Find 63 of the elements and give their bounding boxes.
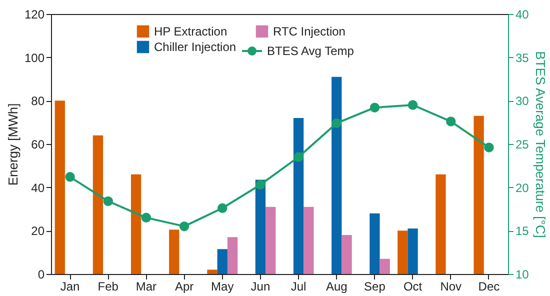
bar bbox=[304, 206, 314, 274]
bar bbox=[370, 213, 380, 274]
bar bbox=[255, 180, 266, 274]
y2-tick-label: 35 bbox=[516, 50, 530, 65]
y-tick-label: 80 bbox=[31, 94, 45, 108]
x-tick-label: Aug bbox=[326, 280, 348, 294]
bar bbox=[342, 235, 352, 274]
x-tick-label: Apr bbox=[174, 280, 194, 294]
y2-tick-label: 30 bbox=[516, 94, 530, 108]
x-tick-label: Oct bbox=[403, 280, 423, 294]
bar bbox=[408, 228, 418, 274]
bar bbox=[92, 135, 104, 274]
bar bbox=[332, 76, 342, 274]
y-tick-label: 0 bbox=[38, 268, 45, 282]
point bbox=[408, 100, 418, 110]
point bbox=[332, 118, 342, 128]
point bbox=[141, 212, 152, 223]
point bbox=[256, 180, 266, 190]
legend-label: HP Extraction bbox=[154, 24, 228, 38]
x-tick-label: Jun bbox=[250, 280, 270, 294]
legend-label: BTES Avg Temp bbox=[267, 44, 354, 58]
point bbox=[484, 142, 494, 152]
bar bbox=[380, 258, 390, 274]
bar bbox=[293, 118, 304, 274]
y-tick-label: 100 bbox=[24, 50, 45, 65]
x-tick-label: Sep bbox=[364, 280, 386, 294]
bar bbox=[398, 230, 408, 274]
point bbox=[370, 102, 380, 112]
y-tick-label: 20 bbox=[31, 224, 45, 238]
point bbox=[294, 152, 304, 162]
bar bbox=[54, 100, 65, 274]
x-tick-label: Jan bbox=[60, 280, 80, 294]
x-tick-label: May bbox=[211, 280, 234, 294]
bar bbox=[130, 174, 142, 274]
legend-label: Chiller Injection bbox=[154, 40, 236, 54]
point bbox=[446, 116, 456, 126]
y2-tick-label: 15 bbox=[516, 224, 530, 238]
x-tick-label: Nov bbox=[440, 280, 462, 294]
point bbox=[65, 172, 75, 182]
point bbox=[218, 203, 228, 213]
legend-label: RTC Injection bbox=[273, 24, 346, 38]
bar bbox=[169, 230, 180, 274]
bar bbox=[474, 116, 484, 274]
x-tick-label: Feb bbox=[98, 280, 119, 294]
bar bbox=[266, 206, 276, 274]
y-axis-title: Energy [MWh] bbox=[5, 103, 20, 186]
y-tick-label: 120 bbox=[24, 8, 45, 22]
x-tick-label: Dec bbox=[478, 280, 500, 294]
y2-tick-label: 10 bbox=[516, 268, 530, 282]
bar bbox=[217, 249, 228, 274]
y-tick-label: 40 bbox=[31, 180, 45, 195]
bar bbox=[436, 174, 446, 274]
y2-tick-label: 40 bbox=[516, 8, 530, 22]
y2-axis-title: BTES Average Temperature [°C] bbox=[532, 51, 548, 238]
y2-tick-label: 25 bbox=[516, 138, 530, 152]
x-tick-label: Jul bbox=[290, 280, 306, 294]
point bbox=[179, 221, 190, 232]
x-tick-label: Mar bbox=[136, 280, 157, 294]
point bbox=[103, 196, 113, 206]
bar bbox=[227, 237, 238, 274]
y2-tick-label: 20 bbox=[516, 180, 530, 195]
bar bbox=[207, 270, 218, 274]
y-tick-label: 60 bbox=[31, 138, 45, 152]
